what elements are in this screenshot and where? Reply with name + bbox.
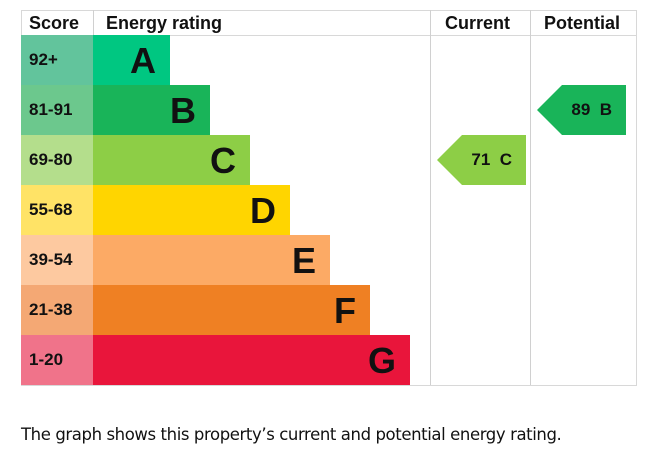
potential-rating-label: 89 B bbox=[571, 100, 612, 119]
band-score: 39-54 bbox=[21, 235, 93, 285]
band-score: 92+ bbox=[21, 35, 93, 85]
current-rating-label: 71 C bbox=[471, 150, 512, 169]
score-header: Score bbox=[29, 13, 80, 33]
arrow-shape-icon bbox=[437, 135, 526, 185]
band-score: 21-38 bbox=[21, 285, 93, 335]
arrow-shape-icon bbox=[537, 85, 626, 135]
band-letter: D bbox=[250, 190, 276, 231]
band-bar-d: D bbox=[93, 185, 290, 235]
current-rating-arrow: 71 C bbox=[437, 135, 526, 185]
current-column-divider bbox=[430, 10, 431, 385]
header-divider bbox=[21, 35, 636, 36]
potential-header: Potential bbox=[544, 13, 621, 33]
band-bar-a: A bbox=[93, 35, 170, 85]
band-bar-g: G bbox=[93, 335, 410, 385]
potential-rating-arrow: 89 B bbox=[537, 85, 626, 135]
band-score: 81-91 bbox=[21, 85, 93, 135]
band-letter: C bbox=[210, 140, 236, 181]
current-header: Current bbox=[445, 13, 511, 33]
chart-caption: The graph shows this property’s current … bbox=[21, 425, 562, 444]
band-letter: A bbox=[130, 40, 156, 81]
band-bar-e: E bbox=[93, 235, 330, 285]
band-score: 69-80 bbox=[21, 135, 93, 185]
band-bar-c: C bbox=[93, 135, 250, 185]
band-score: 55-68 bbox=[21, 185, 93, 235]
score-column-divider bbox=[93, 10, 94, 35]
band-letter: G bbox=[367, 340, 396, 381]
energy-rating-header: Energy rating bbox=[106, 13, 223, 33]
band-bar-b: B bbox=[93, 85, 210, 135]
band-letter: E bbox=[291, 240, 316, 281]
band-letter: B bbox=[170, 90, 196, 131]
potential-column-divider bbox=[530, 10, 531, 385]
band-letter: F bbox=[334, 290, 356, 331]
band-score: 1-20 bbox=[21, 335, 93, 385]
band-bar-f: F bbox=[93, 285, 370, 335]
